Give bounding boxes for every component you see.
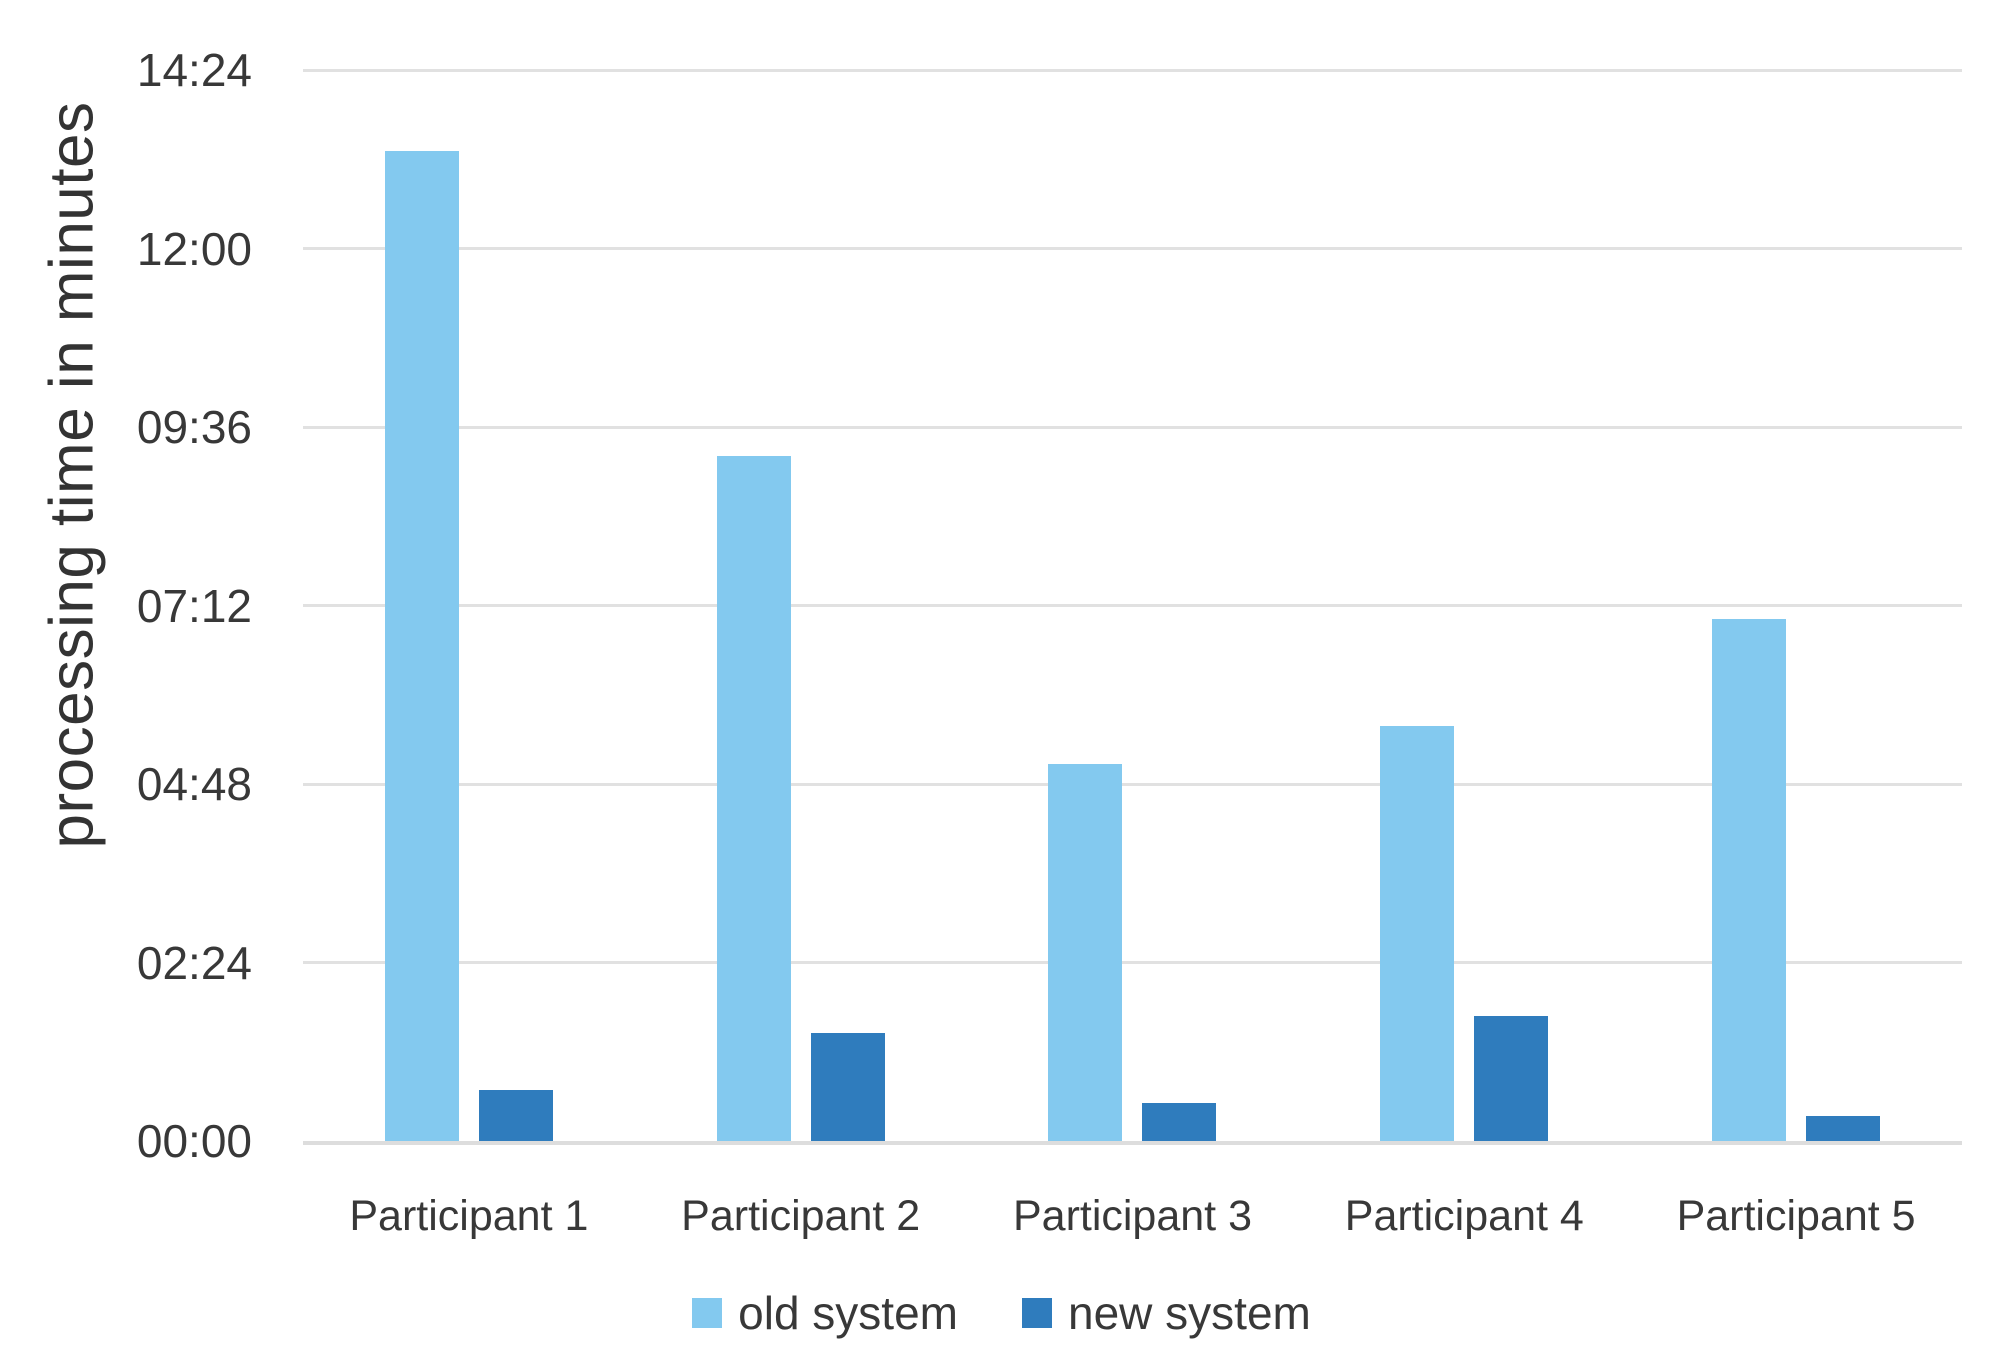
bar-new-system-participant-2 [810,1033,885,1141]
bar-new-system-participant-4 [1474,1015,1549,1141]
legend-item-old-system: old system [692,1283,958,1343]
bar-old-system-participant-4 [1380,725,1455,1141]
gridline [303,961,1962,964]
y-axis-tick-label: 02:24 [136,936,252,989]
legend: old system new system [0,1283,2003,1343]
y-axis-title: processing time in minutes [37,101,107,849]
y-axis-tick-label: 04:48 [136,758,252,810]
x-axis-label: Participant 1 [349,1192,589,1240]
legend-label-old-system: old system [738,1287,958,1339]
bar-old-system-participant-1 [384,150,459,1141]
x-axis-label: Participant 5 [1676,1192,1916,1240]
gridline [303,782,1962,786]
bar-old-system-participant-2 [716,455,791,1141]
legend-swatch-old-system-icon [692,1298,723,1328]
legend-swatch-new-system-icon [1022,1298,1052,1328]
bar-new-system-participant-5 [1806,1116,1881,1141]
legend-item-new-system: new system [1022,1283,1311,1343]
bar-group-participant-4 [1298,70,1630,1141]
bar-group-participant-5 [1630,70,1962,1141]
x-axis-label: Participant 4 [1344,1192,1584,1240]
gridline [303,68,1962,72]
bar-new-system-participant-3 [1142,1102,1217,1141]
y-axis-tick-label: 07:12 [136,579,252,632]
legend-label-new-system: new system [1068,1287,1311,1339]
bar-new-system-participant-1 [478,1090,553,1141]
bar-old-system-participant-3 [1048,764,1123,1141]
bar-group-participant-2 [635,70,967,1141]
y-axis-tick-label: 00:00 [136,1115,252,1167]
y-axis-tick-label: 09:36 [136,401,252,453]
y-axis-tick-label: 12:00 [136,222,252,275]
x-axis-label: Participant 3 [1012,1192,1252,1240]
bar-old-system-participant-5 [1712,619,1787,1141]
bar-group-participant-3 [967,70,1299,1141]
gridline [303,247,1962,250]
y-axis-tick-label: 14:24 [136,44,252,96]
bar-group-participant-1 [303,70,635,1141]
gridline [303,604,1962,607]
x-axis-label: Participant 2 [681,1192,921,1240]
gridline [303,425,1962,429]
plot-area [303,68,1962,1145]
